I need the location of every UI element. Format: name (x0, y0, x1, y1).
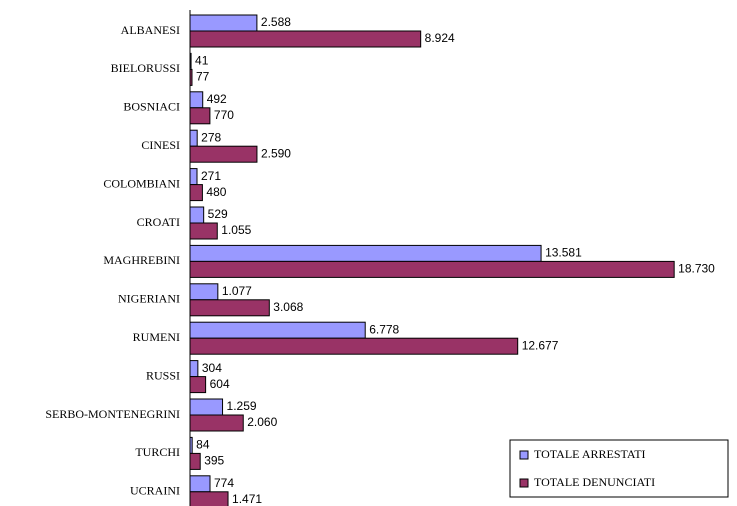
legend-box (509, 439, 729, 498)
value-label: 604 (210, 377, 230, 391)
value-label: 3.068 (273, 300, 303, 314)
bar (189, 337, 519, 355)
value-label: 770 (214, 108, 234, 122)
bar (189, 206, 205, 224)
value-label: 6.778 (369, 322, 399, 336)
value-label: 18.730 (678, 262, 715, 276)
bar (189, 360, 199, 378)
value-label: 84 (196, 438, 210, 452)
bar (189, 321, 366, 339)
bar (189, 475, 211, 493)
y-tick-label: SERBO-MONTENEGRINI (45, 407, 180, 421)
value-label: 1.259 (227, 399, 257, 413)
value-label: 13.581 (545, 246, 582, 260)
bar (189, 244, 542, 262)
value-label: 1.077 (222, 284, 252, 298)
value-label: 8.924 (425, 31, 455, 45)
legend-label: TOTALE DENUNCIATI (534, 475, 655, 489)
value-label: 1.055 (221, 223, 251, 237)
value-label: 395 (204, 454, 224, 468)
y-tick-label: UCRAINI (130, 484, 180, 498)
bar (189, 168, 198, 186)
y-tick-label: ALBANESI (121, 23, 180, 37)
y-tick-label: CINESI (141, 138, 180, 152)
y-tick-label: NIGERIANI (118, 292, 180, 306)
value-label: 2.060 (247, 415, 277, 429)
y-tick-label: MAGHREBINI (103, 253, 180, 267)
value-label: 12.677 (522, 338, 559, 352)
bar (189, 414, 244, 432)
legend-label: TOTALE ARRESTATI (534, 447, 646, 461)
value-label: 304 (202, 361, 222, 375)
bar (189, 222, 218, 240)
value-label: 2.590 (261, 146, 291, 160)
bar (189, 107, 211, 125)
bar (189, 260, 675, 278)
value-label: 77 (196, 70, 210, 84)
value-label: 278 (201, 130, 221, 144)
y-tick-label: RUSSI (146, 368, 180, 382)
bar (189, 398, 224, 416)
y-tick-label: BOSNIACI (123, 100, 180, 114)
value-label: 1.471 (232, 492, 262, 506)
bar (189, 283, 219, 301)
y-tick-label: RUMENI (133, 330, 180, 344)
legend-swatch (519, 450, 529, 460)
bar (189, 376, 207, 394)
y-tick-label: CROATI (137, 215, 180, 229)
bar (189, 299, 270, 317)
value-label: 2.588 (261, 15, 291, 29)
value-label: 480 (206, 185, 226, 199)
value-label: 774 (214, 476, 234, 490)
bar (189, 14, 258, 32)
bar (189, 30, 422, 48)
value-label: 492 (207, 92, 227, 106)
y-tick-label: BIELORUSSI (111, 61, 180, 75)
bar (189, 145, 258, 163)
y-tick-label: COLOMBIANI (103, 176, 180, 190)
y-tick-label: TURCHI (135, 445, 180, 459)
bar (189, 129, 198, 147)
bar (189, 491, 229, 506)
bar (189, 184, 203, 202)
value-label: 529 (208, 207, 228, 221)
bar (189, 452, 201, 470)
value-label: 41 (195, 54, 209, 68)
legend-swatch (519, 478, 529, 488)
bar (189, 91, 204, 109)
value-label: 271 (201, 169, 221, 183)
